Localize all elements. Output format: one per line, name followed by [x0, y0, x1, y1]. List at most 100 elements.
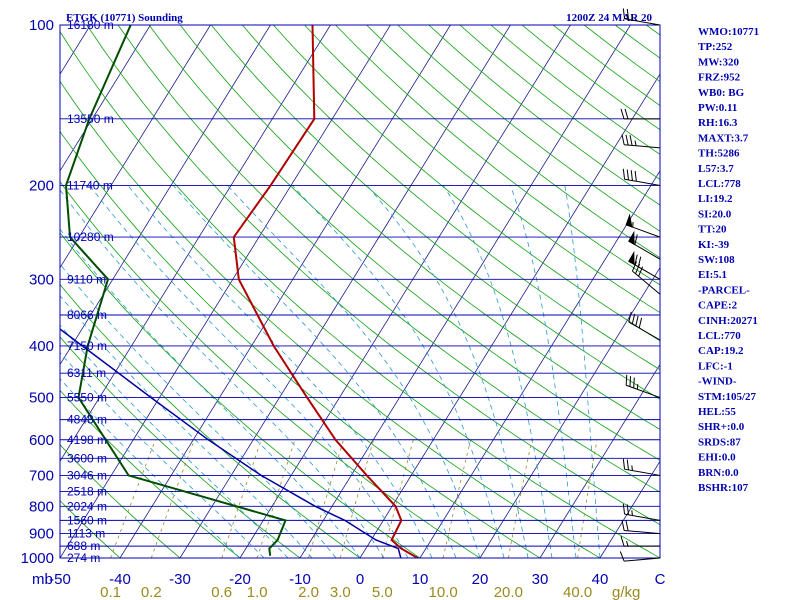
height-label: 6311 m [67, 366, 106, 380]
isotherm-line [60, 25, 331, 462]
index-entry: -WIND- [698, 376, 737, 388]
time-title: 1200Z 24 MAR 20 [566, 12, 652, 24]
pressure-tick-label: 800 [29, 498, 54, 515]
dewpoint-profile [64, 25, 287, 556]
wind-barb [621, 134, 661, 149]
isotherm-line [119, 25, 451, 558]
moist-adiabat-line [172, 185, 457, 558]
isotherm-line [419, 170, 660, 558]
wind-barb [622, 168, 661, 186]
mixing-ratio-line [256, 439, 296, 558]
isobar-lines [60, 24, 660, 559]
wind-barb [625, 374, 661, 399]
wind-barbs [619, 8, 661, 562]
pressure-tick-label: 300 [29, 271, 54, 288]
pressure-tick-labels: 100 200 300 400 500 600 700 800 900 1000 [21, 17, 54, 567]
wind-barb [622, 503, 661, 521]
mixing-ratio-tick-label: 1.0 [247, 584, 268, 600]
temperature-tick-label: 40 [592, 571, 609, 588]
height-label: 5550 m [67, 391, 107, 405]
index-entry: WMO:10771 [698, 26, 759, 38]
height-label: 1113 m [67, 527, 105, 541]
index-entry: EHI:0.0 [698, 452, 736, 464]
pressure-tick-label: 700 [29, 467, 54, 484]
height-label: 10280 m [67, 230, 114, 244]
height-label: 3600 m [67, 451, 107, 465]
height-label: 3046 m [67, 468, 107, 482]
height-label: 13550 m [67, 112, 114, 126]
stability-indices: WMO:10771 TP:252 MW:320 FRZ:952 WB0: BG PW:0.… [698, 26, 759, 494]
wind-barb [628, 311, 661, 341]
mixing-ratio-tick-labels: 0.1 0.2 0.6 1.0 2.0 3.0 5.0 10.0 20.0 40.0 [100, 584, 592, 600]
wind-barb [620, 535, 660, 547]
index-entry: TT:20 [698, 224, 727, 236]
index-entry: LFC:-1 [698, 360, 733, 372]
index-entry: SHR+:0.0 [698, 421, 745, 433]
plot-background [60, 25, 660, 558]
wind-barb [622, 8, 661, 26]
index-entry: MW:320 [698, 56, 739, 68]
index-entry: SI:20.0 [698, 208, 732, 220]
isotherm-line [60, 25, 151, 172]
index-entry: CINH:20271 [698, 315, 758, 327]
temperature-tick-label: 20 [472, 571, 489, 588]
profile-lines [60, 25, 421, 558]
wind-barb [625, 213, 661, 238]
index-entry: CAPE:2 [698, 300, 738, 312]
station-title: ETGK (10771) Sounding [66, 12, 183, 24]
temperature-tick-label: C [655, 571, 666, 588]
isotherm-line [179, 25, 511, 558]
wind-barb [619, 551, 661, 562]
mixing-ratio-tick-label: 0.1 [100, 584, 121, 600]
mixing-ratio-line [507, 439, 533, 558]
isotherm-line [599, 460, 660, 558]
moist-adiabat-line [60, 378, 241, 558]
wind-barb [620, 108, 660, 120]
isotherm-line [60, 25, 211, 269]
mixing-ratio-line [381, 439, 414, 558]
index-entry: L57:3.7 [698, 163, 734, 175]
temperature-tick-label: -40 [109, 571, 131, 588]
index-entry: RH:16.3 [698, 117, 738, 129]
index-entry: TH:5286 [698, 148, 740, 160]
wind-barb [621, 520, 661, 535]
pressure-tick-label: 1000 [21, 550, 54, 567]
wind-barb [628, 230, 661, 260]
wind-barb [631, 261, 661, 295]
height-label: 16180 m [67, 18, 114, 32]
height-label: 7150 m [67, 339, 107, 353]
mixing-ratio-tick-label: 10.0 [429, 584, 458, 600]
temperature-tick-label: -50 [49, 571, 71, 588]
height-label: 688 m [67, 539, 100, 553]
mixing-ratio-line [308, 439, 344, 558]
index-entry: STM:105/27 [698, 391, 757, 403]
height-label: 11740 m [67, 178, 113, 192]
pressure-unit-label: mb [32, 571, 53, 588]
mixing-ratio-line [339, 439, 374, 558]
index-entry: WB0: BG [698, 87, 745, 99]
mixing-ratio-tick-label: 2.0 [298, 584, 319, 600]
temperature-profile [232, 25, 421, 558]
index-entry: LCL:778 [698, 178, 741, 190]
index-entry: LCL:770 [698, 330, 741, 342]
height-label: 274 m [67, 551, 100, 565]
pressure-tick-label: 400 [29, 338, 54, 355]
index-entry: FRZ:952 [698, 72, 741, 84]
index-entry: PW:0.11 [698, 102, 737, 114]
isotherm-line [239, 25, 571, 558]
index-entry: HEL:55 [698, 406, 736, 418]
height-label: 1560 m [67, 513, 107, 527]
index-entry: CAP:19.2 [698, 345, 744, 357]
mixing-ratio-line [577, 439, 598, 558]
temperature-tick-label: 10 [412, 571, 429, 588]
pressure-tick-label: 100 [29, 17, 54, 34]
index-entry: SRDS:87 [698, 436, 741, 448]
index-entry: LI:19.2 [698, 193, 733, 205]
pressure-tick-label: 200 [29, 177, 54, 194]
moist-adiabat-line [60, 324, 289, 558]
index-entry: -PARCEL- [698, 284, 750, 296]
mixing-ratio-tick-label: 0.2 [141, 584, 162, 600]
isotherm-line [299, 25, 631, 558]
pressure-tick-label: 500 [29, 390, 54, 407]
